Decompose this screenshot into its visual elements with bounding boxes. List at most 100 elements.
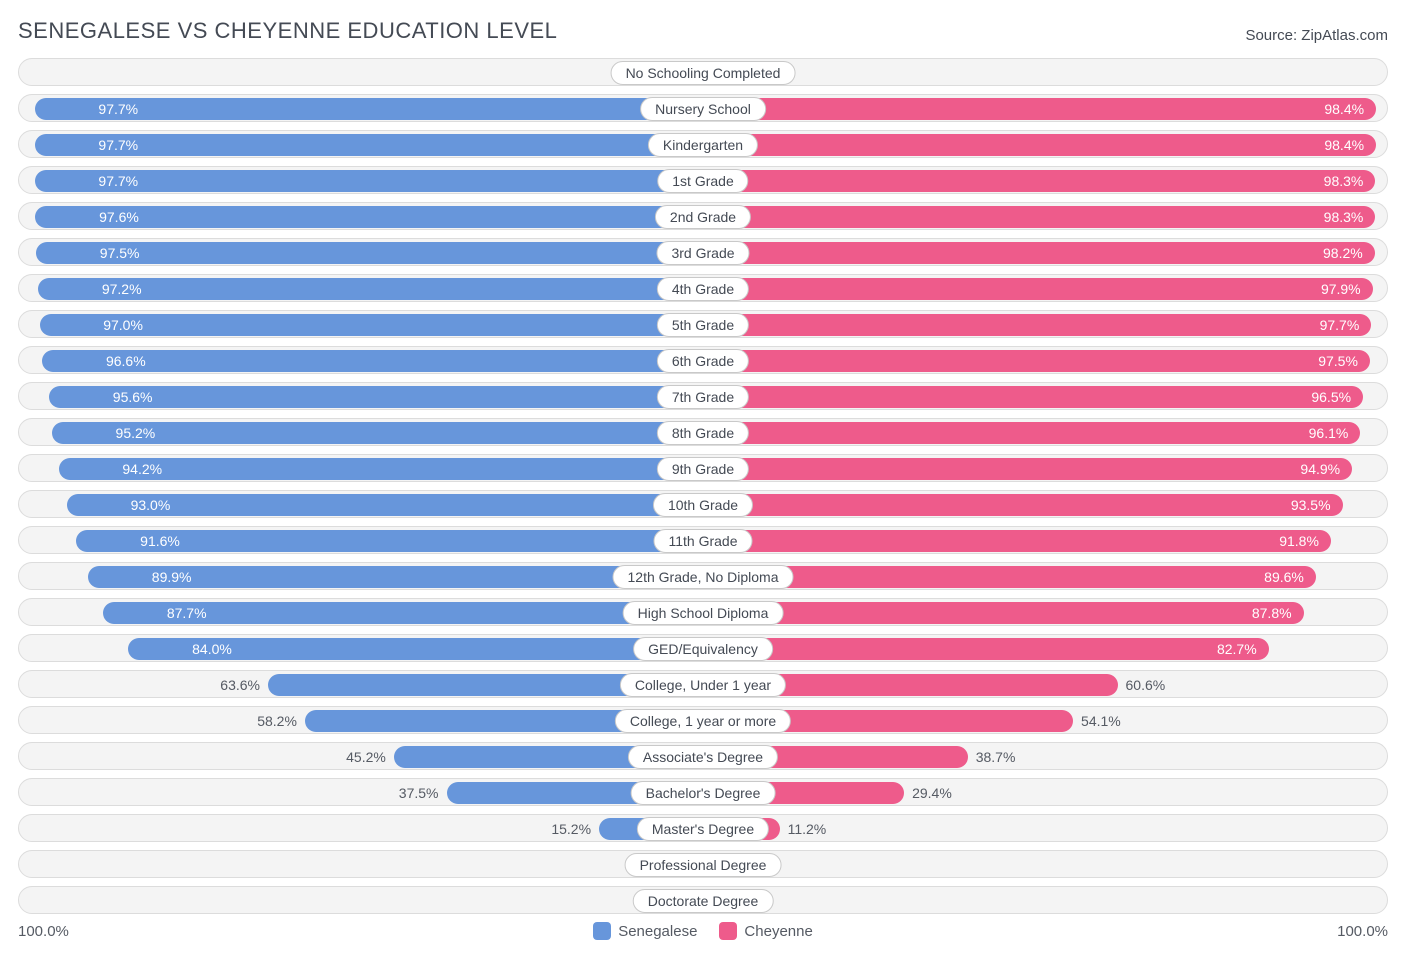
legend: Senegalese Cheyenne: [593, 922, 813, 940]
value-right: 11.2%: [780, 815, 827, 843]
value-right: 89.6%: [1264, 563, 1316, 591]
bar-row: 97.5% 98.2% 3rd Grade: [18, 238, 1388, 266]
bar-row: 84.0%82.7%GED/Equivalency: [18, 634, 1388, 662]
value-left: 96.6%: [94, 347, 146, 375]
value-right: 98.3%: [1324, 203, 1376, 231]
category-label: No Schooling Completed: [611, 61, 796, 85]
value-right: 82.7%: [1217, 635, 1269, 663]
category-label: 3rd Grade: [656, 241, 749, 265]
value-left: 95.2%: [104, 419, 156, 447]
category-label: 2nd Grade: [655, 205, 751, 229]
value-left: 63.6%: [220, 671, 268, 699]
bar-row: 94.2% 94.9% 9th Grade: [18, 454, 1388, 482]
value-left: 97.7%: [86, 95, 138, 123]
bar-row: 15.2% 11.2% Master's Degree: [18, 814, 1388, 842]
value-left: 97.5%: [88, 239, 140, 267]
category-label: High School Diploma: [623, 601, 784, 625]
value-right: 98.2%: [1323, 239, 1375, 267]
bar-row: 87.7% 87.8% High School Diploma: [18, 598, 1388, 626]
value-right: 60.6%: [1118, 671, 1166, 699]
value-right: 98.4%: [1324, 131, 1376, 159]
category-label: 4th Grade: [657, 277, 749, 301]
bar-right: [703, 422, 1360, 444]
bar-row: 97.7% 98.3% 1st Grade: [18, 166, 1388, 194]
category-label: College, Under 1 year: [620, 673, 786, 697]
bar-row: 95.6% 96.5% 7th Grade: [18, 382, 1388, 410]
diverging-bar-chart: 2.3%2.1%No Schooling Completed97.7%98.4%…: [18, 58, 1388, 914]
legend-item-left: Senegalese: [593, 922, 697, 940]
bar-right: [703, 386, 1363, 408]
bar-row: 97.7% 98.4% Nursery School: [18, 94, 1388, 122]
bar-row: 4.6%3.6%Professional Degree: [18, 850, 1388, 878]
bar-row: 97.2% 97.9% 4th Grade: [18, 274, 1388, 302]
axis-right-max: 100.0%: [1337, 923, 1388, 940]
category-label: Associate's Degree: [628, 745, 778, 769]
chart-title: SENEGALESE VS CHEYENNE EDUCATION LEVEL: [18, 18, 557, 44]
chart-header: SENEGALESE VS CHEYENNE EDUCATION LEVEL S…: [18, 18, 1388, 44]
category-label: 1st Grade: [657, 169, 748, 193]
bar-row: 2.0%1.6%Doctorate Degree: [18, 886, 1388, 914]
bar-row: 97.0%97.7%5th Grade: [18, 310, 1388, 338]
value-left: 97.6%: [87, 203, 139, 231]
value-right: 98.3%: [1324, 167, 1376, 195]
value-right: 97.7%: [1320, 311, 1372, 339]
value-left: 58.2%: [257, 707, 305, 735]
bar-row: 37.5%29.4%Bachelor's Degree: [18, 778, 1388, 806]
value-left: 95.6%: [101, 383, 153, 411]
value-left: 91.6%: [128, 527, 180, 555]
category-label: 10th Grade: [653, 493, 753, 517]
bar-row: 96.6%97.5%6th Grade: [18, 346, 1388, 374]
value-right: 93.5%: [1291, 491, 1343, 519]
value-right: 98.4%: [1324, 95, 1376, 123]
value-right: 96.5%: [1311, 383, 1363, 411]
bar-right: [703, 350, 1370, 372]
bar-row: 45.2%38.7%Associate's Degree: [18, 742, 1388, 770]
bar-right: [703, 530, 1331, 552]
bar-right: [703, 170, 1375, 192]
legend-item-right: Cheyenne: [719, 922, 812, 940]
bar-row: 89.9% 89.6% 12th Grade, No Diploma: [18, 562, 1388, 590]
category-label: 5th Grade: [657, 313, 749, 337]
value-left: 97.7%: [86, 167, 138, 195]
value-left: 15.2%: [551, 815, 599, 843]
value-right: 96.1%: [1309, 419, 1361, 447]
category-label: Master's Degree: [637, 817, 769, 841]
value-right: 29.4%: [904, 779, 952, 807]
chart-source: Source: ZipAtlas.com: [1245, 27, 1388, 44]
bar-right: [703, 458, 1352, 480]
value-right: 97.5%: [1318, 347, 1370, 375]
chart-footer: 100.0% Senegalese Cheyenne 100.0%: [18, 922, 1388, 940]
value-left: 84.0%: [180, 635, 232, 663]
value-right: 94.9%: [1300, 455, 1352, 483]
value-right: 97.9%: [1321, 275, 1373, 303]
value-left: 97.2%: [90, 275, 142, 303]
category-label: 12th Grade, No Diploma: [613, 565, 794, 589]
category-label: Nursery School: [640, 97, 766, 121]
legend-label-left: Senegalese: [618, 923, 697, 940]
value-left: 87.7%: [155, 599, 207, 627]
legend-swatch-right: [719, 922, 737, 940]
bar-right: [703, 494, 1343, 516]
value-left: 97.7%: [86, 131, 138, 159]
bar-right: [703, 278, 1373, 300]
value-left: 37.5%: [399, 779, 447, 807]
legend-label-right: Cheyenne: [744, 923, 812, 940]
bar-row: 58.2%54.1%College, 1 year or more: [18, 706, 1388, 734]
bar-row: 91.6%91.8%11th Grade: [18, 526, 1388, 554]
value-left: 94.2%: [110, 455, 162, 483]
value-left: 89.9%: [140, 563, 192, 591]
value-right: 54.1%: [1073, 707, 1121, 735]
category-label: Professional Degree: [625, 853, 782, 877]
category-label: 9th Grade: [657, 457, 749, 481]
bar-row: 95.2%96.1%8th Grade: [18, 418, 1388, 446]
bar-right: [703, 566, 1316, 588]
value-right: 87.8%: [1252, 599, 1304, 627]
bar-right: [703, 242, 1375, 264]
category-label: Kindergarten: [648, 133, 758, 157]
bar-right: [703, 98, 1376, 120]
bar-right: [703, 638, 1269, 660]
bar-right: [703, 314, 1371, 336]
category-label: Doctorate Degree: [633, 889, 774, 913]
category-label: 7th Grade: [657, 385, 749, 409]
bar-row: 97.6% 98.3% 2nd Grade: [18, 202, 1388, 230]
